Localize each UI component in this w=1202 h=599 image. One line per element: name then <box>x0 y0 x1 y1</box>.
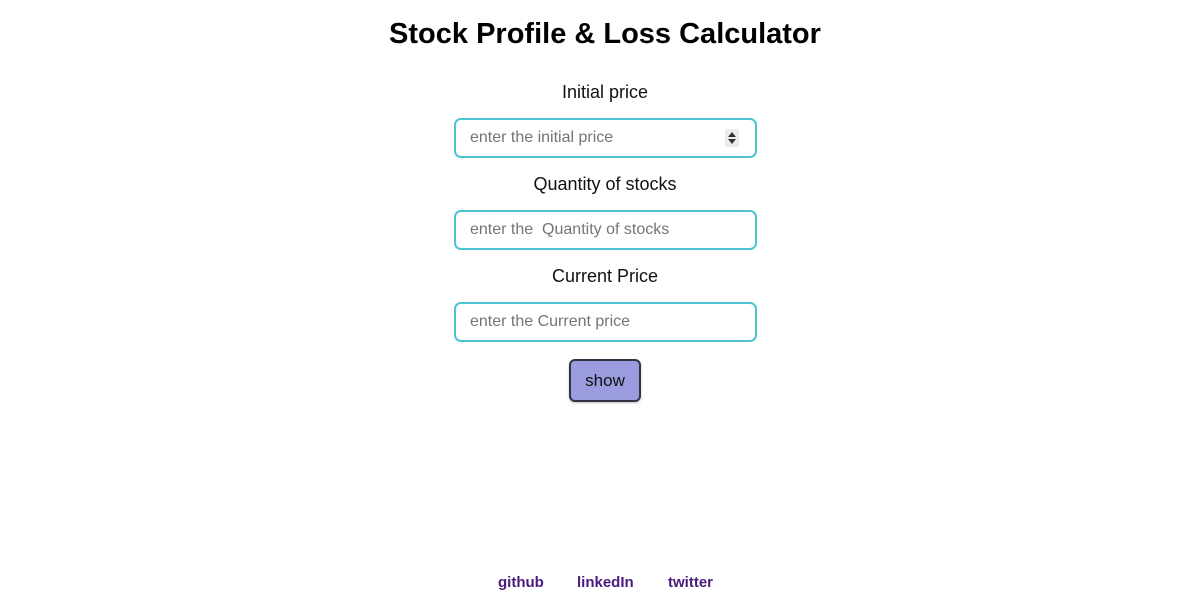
twitter-link[interactable]: twitter <box>668 574 713 591</box>
current-price-input[interactable] <box>454 302 757 342</box>
footer: github linkedIn twitter <box>0 573 1202 593</box>
initial-price-label: Initial price <box>561 82 649 102</box>
show-button[interactable]: show <box>569 359 641 402</box>
quantity-label: Quantity of stocks <box>533 174 677 194</box>
spinner-icon[interactable] <box>725 129 739 147</box>
spinner-up-icon[interactable] <box>728 132 736 137</box>
github-link[interactable]: github <box>498 574 544 591</box>
quantity-input[interactable] <box>454 210 757 250</box>
page-title: Stock Profile & Loss Calculator <box>389 18 821 50</box>
initial-price-input[interactable] <box>454 118 757 158</box>
current-price-label: Current Price <box>551 266 659 286</box>
spinner-down-icon[interactable] <box>728 139 736 144</box>
linkedin-link[interactable]: linkedIn <box>577 574 634 591</box>
